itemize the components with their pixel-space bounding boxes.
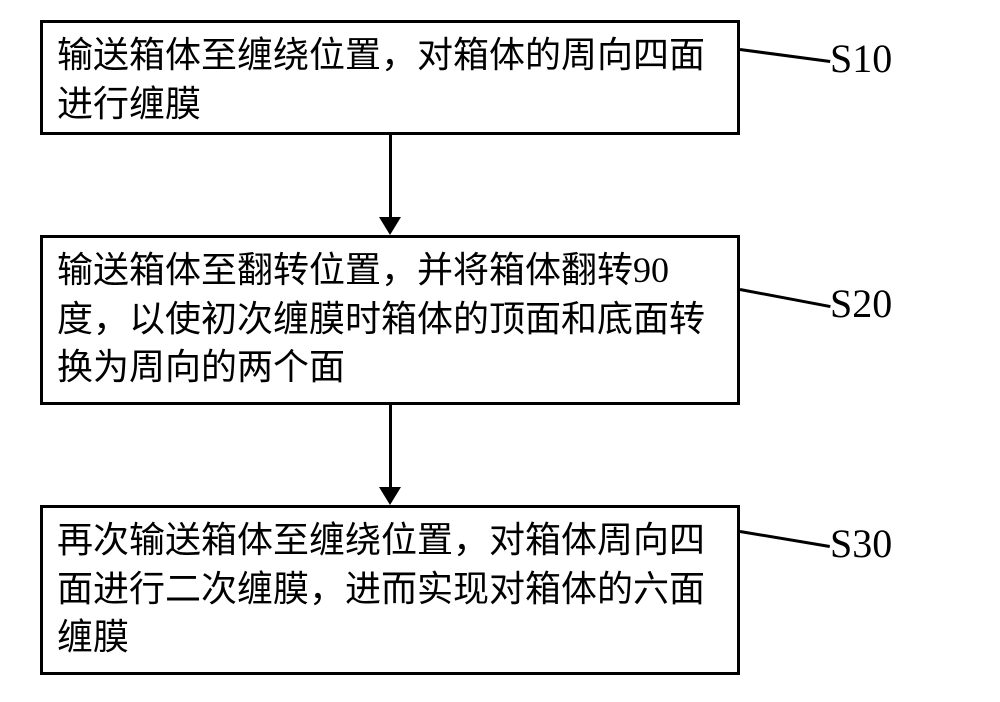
step-label-s10: S10 <box>830 35 892 82</box>
label-connector <box>740 48 830 63</box>
label-connector <box>740 288 831 308</box>
step-label-s30: S30 <box>830 520 892 567</box>
flow-arrow-head-icon <box>379 217 401 235</box>
flowchart-step-s10: 输送箱体至缠绕位置，对箱体的周向四面进行缠膜 <box>40 20 740 135</box>
step-text: 再次输送箱体至缠绕位置，对箱体周向四面进行二次缠膜，进而实现对箱体的六面缠膜 <box>57 516 723 662</box>
flowchart-canvas: 输送箱体至缠绕位置，对箱体的周向四面进行缠膜 S10 输送箱体至翻转位置，并将箱体翻… <box>0 0 1000 702</box>
flowchart-step-s20: 输送箱体至翻转位置，并将箱体翻转90度，以使初次缠膜时箱体的顶面和底面转换为周向… <box>40 235 740 405</box>
label-connector <box>740 530 830 548</box>
flowchart-step-s30: 再次输送箱体至缠绕位置，对箱体周向四面进行二次缠膜，进而实现对箱体的六面缠膜 <box>40 505 740 675</box>
step-text: 输送箱体至翻转位置，并将箱体翻转90度，以使初次缠膜时箱体的顶面和底面转换为周向… <box>57 246 723 392</box>
flow-arrow-line <box>389 405 392 487</box>
flow-arrow-line <box>389 135 392 217</box>
step-text: 输送箱体至缠绕位置，对箱体的周向四面进行缠膜 <box>57 31 723 128</box>
flow-arrow-head-icon <box>379 487 401 505</box>
step-label-s20: S20 <box>830 280 892 327</box>
